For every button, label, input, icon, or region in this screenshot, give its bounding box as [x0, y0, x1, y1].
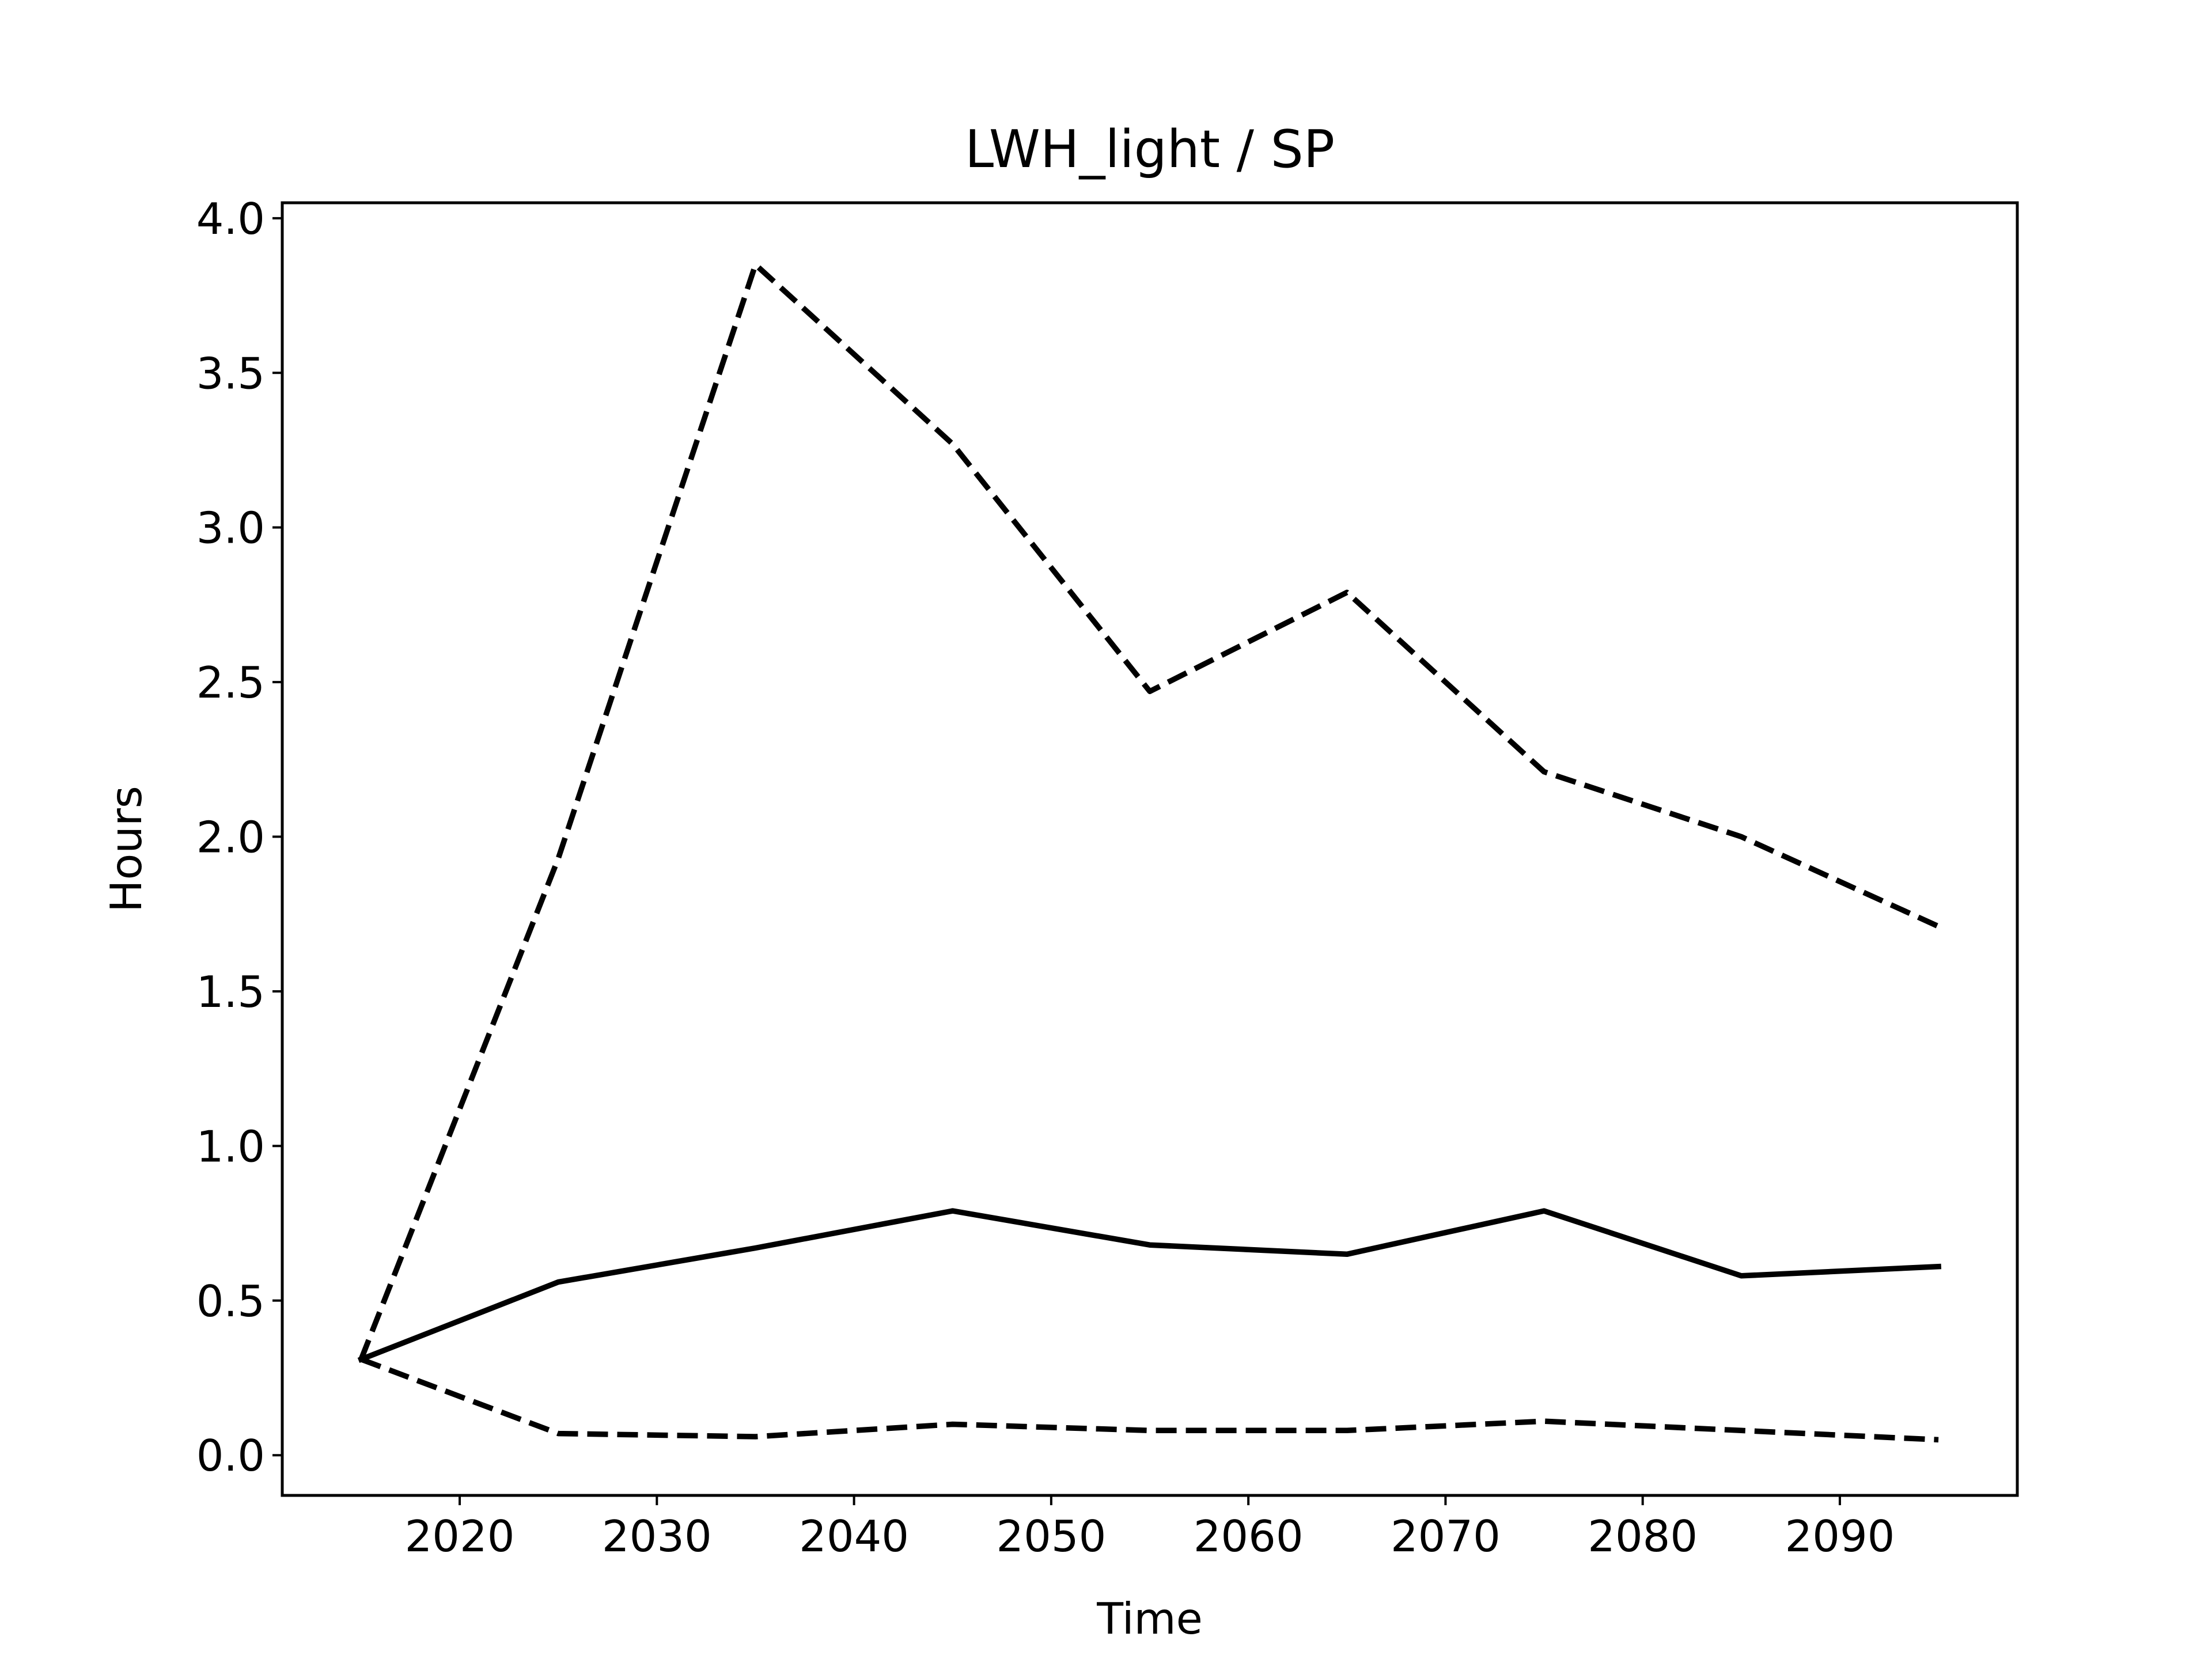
- x-tick-label: 2050: [996, 1511, 1106, 1562]
- y-tick-label: 3.0: [196, 503, 265, 554]
- chart-title: LWH_light / SP: [965, 119, 1335, 180]
- y-tick-label: 0.0: [196, 1430, 265, 1481]
- y-tick-label: 2.0: [196, 812, 265, 863]
- y-tick-label: 1.5: [196, 967, 265, 1017]
- y-tick-label: 1.0: [196, 1121, 265, 1172]
- y-tick-label: 2.5: [196, 657, 265, 708]
- x-tick-label: 2040: [799, 1511, 909, 1562]
- series-line-1-dashed: [358, 262, 1940, 1361]
- series-line-3-dashed: [360, 1357, 1939, 1443]
- x-tick-label: 2030: [602, 1511, 712, 1562]
- y-axis-label: Hours: [101, 786, 151, 912]
- plot-area: [357, 262, 1942, 1443]
- x-tick-label: 2060: [1194, 1511, 1304, 1562]
- y-tick-label: 3.5: [196, 348, 265, 399]
- x-tick-label: 2080: [1588, 1511, 1698, 1562]
- x-axis-label: Time: [1096, 1593, 1203, 1644]
- series-line-2-solid: [357, 1208, 1942, 1363]
- y-tick-label: 0.5: [196, 1276, 265, 1327]
- x-tick-label: 2070: [1391, 1511, 1501, 1562]
- plot-frame: [281, 201, 2019, 1497]
- axis-ticks: 2020 2030 2040 2050 2060 2070 2080 2090 0.0 0.5 1.…: [196, 194, 1895, 1562]
- x-tick-label: 2020: [405, 1511, 515, 1562]
- y-tick-label: 4.0: [196, 194, 265, 244]
- x-tick-label: 2090: [1785, 1511, 1895, 1562]
